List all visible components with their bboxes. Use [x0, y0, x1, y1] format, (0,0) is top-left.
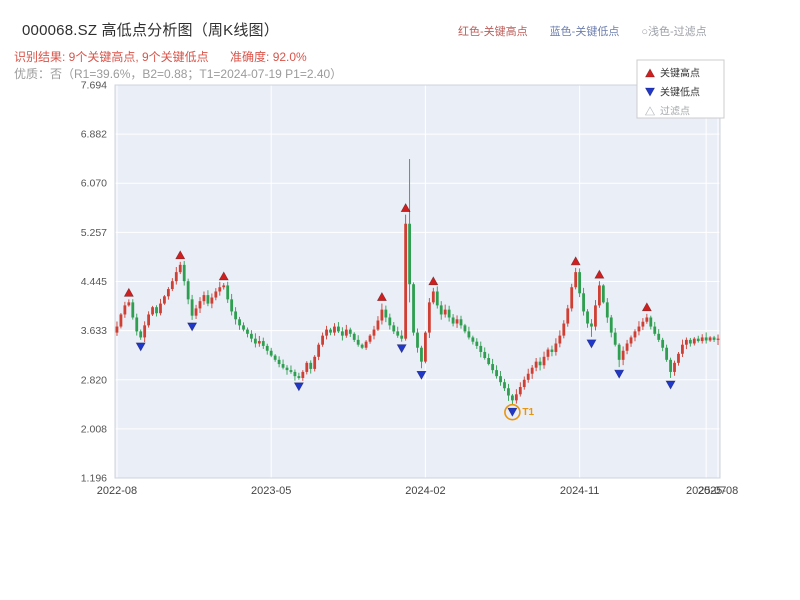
page-title: 000068.SZ 高低点分析图（周K线图） [22, 22, 279, 39]
legend-key-low-label: 关键低点 [660, 86, 700, 99]
key-low-marker [135, 342, 146, 352]
key-high-marker [641, 302, 652, 312]
key-high-marker [123, 287, 134, 297]
y-tick-label: 5.257 [81, 227, 107, 239]
y-tick-label: 6.070 [81, 178, 107, 190]
x-tick-label: 2022-08 [97, 485, 137, 497]
y-tick-label: 2.820 [81, 374, 107, 386]
key-high-marker [376, 291, 387, 301]
recognition-result: 识别结果: 9个关键高点, 9个关键低点 [14, 50, 209, 64]
quality-line: 优质：否（R1=39.6%，B2=0.88；T1=2024-07-19 P1=2… [14, 67, 343, 81]
legend-filtered-label: 过滤点 [660, 105, 690, 118]
key-low-marker [507, 407, 518, 417]
x-tick-label: 2025-07 [686, 485, 726, 497]
top-legend: 红色-关键高点 蓝色-关键低点 ○浅色-过滤点 [458, 23, 707, 39]
top-legend-filtered: ○浅色-过滤点 [641, 26, 707, 38]
key-low-marker [665, 380, 676, 390]
t1-label: T1 [522, 407, 534, 418]
recognition-result-line: 识别结果: 9个关键高点, 9个关键低点 准确度: 92.0% [14, 48, 307, 65]
key-low-marker [187, 322, 198, 332]
key-low-marker [396, 344, 407, 354]
legend-key-high-label: 关键高点 [660, 67, 700, 80]
key-low-marker [293, 382, 304, 392]
key-high-markers [123, 203, 652, 312]
key-high-marker [428, 276, 439, 286]
legend-filtered-icon [644, 106, 656, 116]
key-high-marker [175, 250, 186, 260]
candles-layer [115, 159, 720, 406]
x-tick-label: 2025-08 [698, 485, 738, 497]
y-tick-label: 6.882 [81, 129, 107, 141]
y-tick-label: 4.445 [81, 276, 107, 288]
t1-circle [504, 403, 521, 421]
key-high-marker [594, 269, 605, 279]
key-high-marker [570, 256, 581, 266]
accuracy-value: 准确度: 92.0% [230, 50, 307, 64]
key-high-marker [400, 203, 411, 212]
key-low-marker [614, 369, 625, 379]
y-tick-label: 7.694 [81, 80, 107, 92]
x-tick-label: 2024-11 [560, 485, 600, 497]
top-legend-key-low: 蓝色-关键低点 [549, 26, 620, 38]
y-tick-label: 1.196 [81, 473, 107, 485]
key-low-markers [135, 322, 676, 417]
legend-key-low-icon [644, 87, 656, 97]
top-legend-key-high: 红色-关键高点 [458, 26, 528, 38]
key-low-marker [416, 370, 427, 380]
key-low-marker [586, 339, 597, 349]
x-tick-label: 2023-05 [251, 485, 291, 497]
key-high-marker [218, 271, 229, 281]
y-tick-label: 2.008 [81, 423, 107, 435]
x-tick-label: 2024-02 [405, 485, 445, 497]
legend-key-high-icon [644, 68, 656, 78]
y-tick-label: 3.633 [81, 325, 107, 337]
